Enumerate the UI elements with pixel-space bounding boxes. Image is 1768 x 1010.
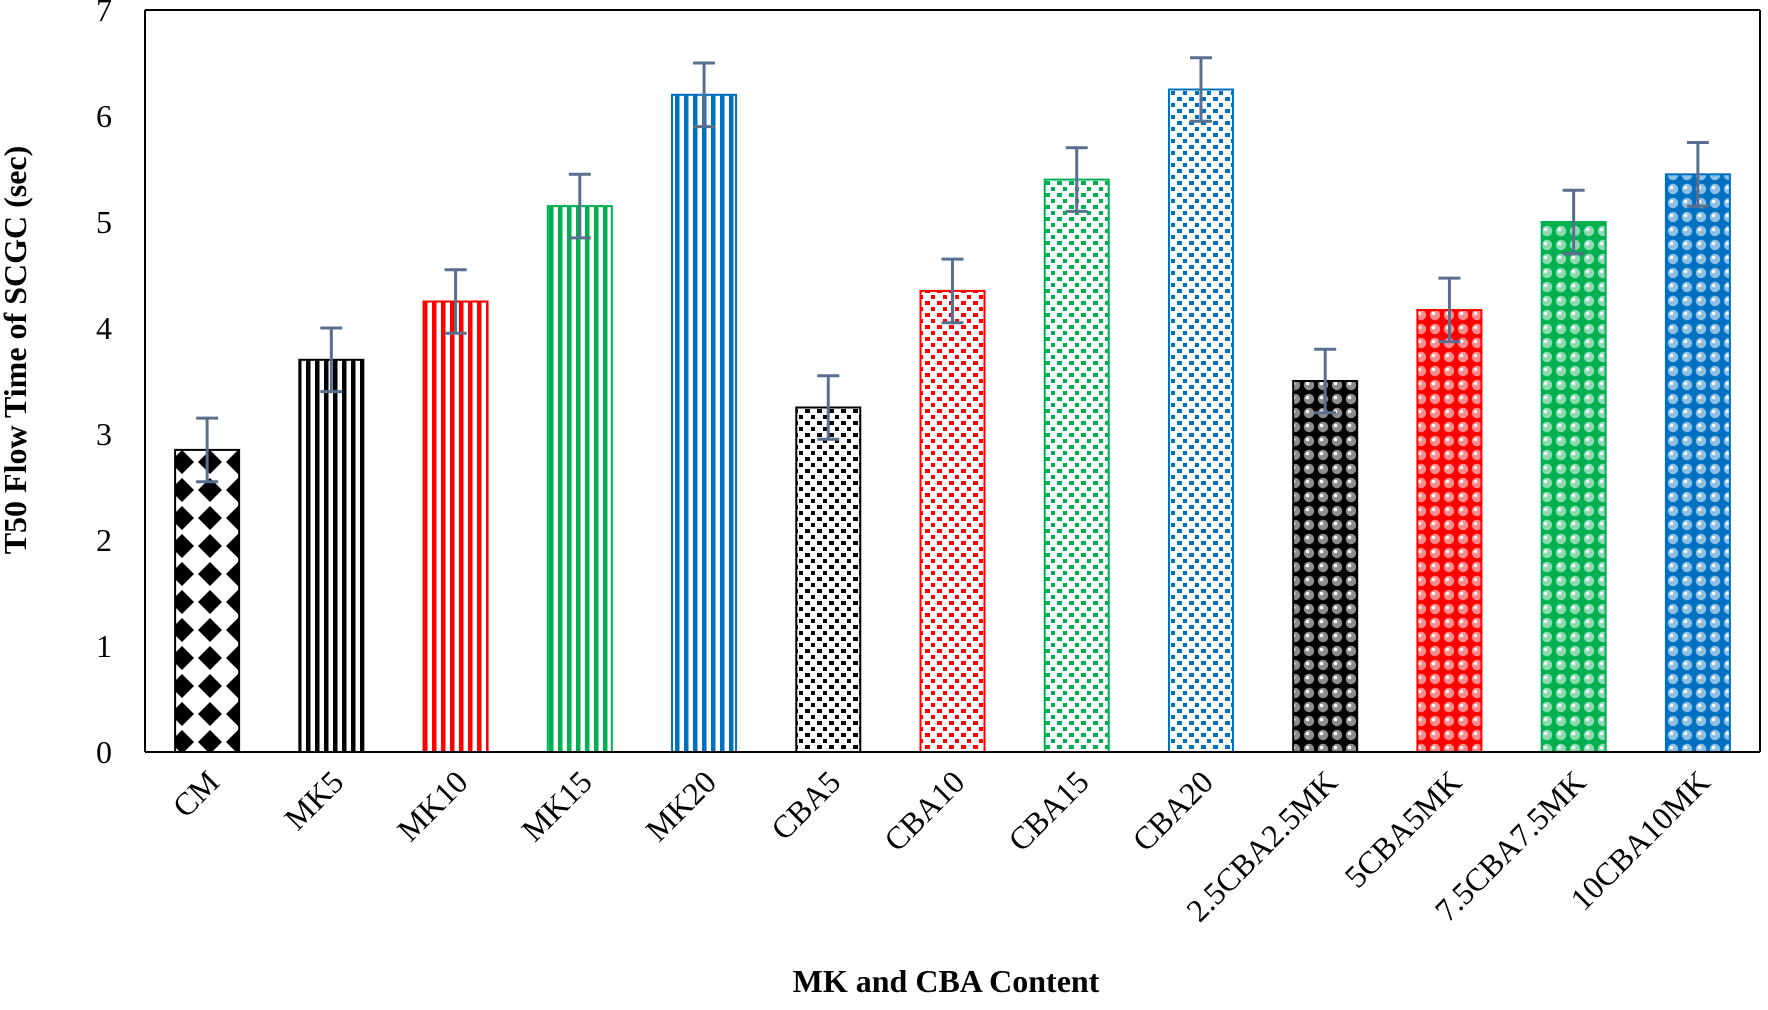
y-axis-title: T50 Flow Time of SCGC (sec) [0, 146, 33, 555]
error-bar-10CBA10MK [1686, 141, 1709, 208]
bar-CBA15 [1043, 178, 1110, 754]
error-bar-MK5 [320, 326, 343, 394]
bars-layer [174, 88, 1731, 754]
bar-2.5CBA2.5MK [1292, 380, 1359, 753]
bar-MK5 [298, 358, 365, 753]
x-tick-label: MK20 [638, 763, 723, 848]
x-axis-title: MK and CBA Content [793, 963, 1100, 999]
bar-7.5CBA7.5MK [1540, 221, 1607, 753]
error-bar-MK15 [568, 172, 591, 240]
error-bar-MK20 [693, 61, 716, 129]
bar-CBA10 [919, 289, 986, 753]
x-tick-label: CBA15 [1001, 763, 1096, 858]
x-tick-label: CBA20 [1125, 763, 1220, 858]
error-bar-CBA15 [1065, 146, 1088, 213]
x-tick-label: CM [165, 763, 226, 824]
axes-layer [144, 9, 1761, 753]
error-bar-CBA10 [941, 257, 964, 325]
x-tick-labels: CM MK5 MK10 MK15 MK20 CBA5 CBA10 CBA15 CBA202.5C… [165, 763, 1716, 928]
bar-CBA5 [795, 406, 862, 753]
x-tick-label: MK5 [277, 763, 350, 836]
error-bar-5CBA5MK [1438, 276, 1461, 344]
y-tick-label: 2 [96, 522, 112, 558]
error-bar-CBA20 [1189, 56, 1212, 123]
y-tick-label: 0 [96, 734, 112, 770]
x-tick-label: 5CBA5MK [1337, 763, 1468, 894]
error-bar-2.5CBA2.5MK [1314, 347, 1337, 415]
y-tick-label: 7 [96, 0, 112, 28]
bar-CM [174, 448, 241, 753]
error-bar-CBA5 [817, 374, 840, 441]
error-bar-7.5CBA7.5MK [1562, 188, 1585, 256]
y-tick-labels: 0 1 2 3 4 5 6 7 [96, 0, 112, 770]
x-tick-label: MK10 [390, 763, 475, 848]
error-bars-layer [196, 56, 1709, 484]
bar-10CBA10MK [1664, 173, 1731, 754]
y-tick-label: 4 [96, 310, 112, 346]
bar-MK20 [671, 93, 738, 754]
x-tick-label: CBA5 [764, 763, 847, 846]
y-tick-label: 3 [96, 416, 112, 452]
error-bar-CM [196, 416, 219, 484]
x-tick-label: MK15 [514, 763, 599, 848]
y-tick-label: 5 [96, 204, 112, 240]
bar-5CBA5MK [1416, 308, 1483, 753]
x-tick-label: CBA10 [877, 763, 972, 858]
error-bar-MK10 [444, 268, 467, 335]
bar-MK15 [546, 205, 613, 754]
bar-MK10 [422, 300, 489, 753]
bar-CBA20 [1167, 88, 1234, 753]
y-tick-label: 6 [96, 98, 112, 134]
y-tick-label: 1 [96, 628, 112, 664]
